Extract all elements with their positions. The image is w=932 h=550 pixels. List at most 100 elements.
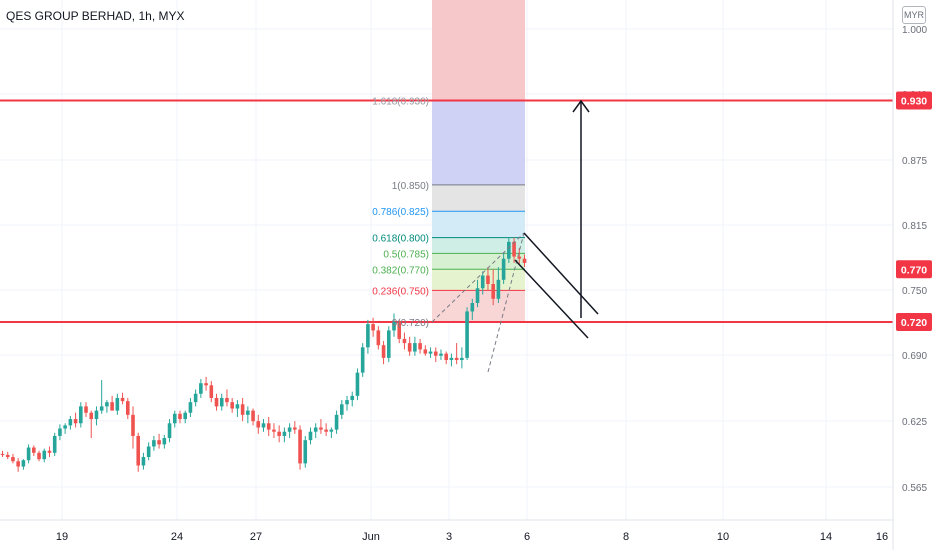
candle-body — [407, 343, 412, 352]
candle-body — [141, 457, 146, 466]
candle — [381, 340, 386, 365]
candle — [350, 391, 355, 407]
channel-line-lower[interactable] — [514, 259, 589, 339]
candle-body — [230, 402, 234, 409]
candle-body — [282, 431, 287, 436]
candle — [303, 435, 308, 468]
candle — [486, 267, 490, 291]
fib-band — [432, 237, 525, 254]
target-arrow-head[interactable] — [572, 99, 590, 113]
y-tick-label: 0.690 — [902, 351, 927, 362]
fib-level-label: 1(0.850) — [392, 181, 429, 192]
fib-trend-dashed-line[interactable] — [431, 232, 525, 323]
candle — [84, 402, 88, 417]
currency-badge[interactable]: MYR — [902, 6, 926, 24]
candle-body — [105, 402, 109, 407]
candle — [172, 410, 177, 428]
candle — [68, 415, 73, 430]
candle-body — [517, 256, 522, 259]
price-badge: 0.930 — [896, 91, 932, 110]
candle — [340, 400, 344, 420]
candle — [79, 402, 83, 428]
candle-body — [501, 258, 506, 280]
candle-body — [465, 311, 469, 358]
y-tick-label: 0.565 — [902, 483, 927, 494]
fib-band — [432, 100, 525, 185]
x-tick-label: 14 — [820, 531, 832, 543]
candle — [428, 347, 433, 358]
candle-body — [125, 401, 130, 415]
x-tick-label: 16 — [876, 531, 888, 543]
candle-body — [219, 397, 224, 407]
candle — [146, 442, 151, 461]
candle-body — [47, 450, 52, 453]
candle — [308, 427, 313, 445]
candle — [517, 248, 522, 266]
candle — [256, 414, 261, 434]
price-badge-bg — [896, 91, 932, 110]
candle — [272, 423, 276, 439]
candle — [5, 451, 10, 460]
candle-body — [324, 429, 328, 432]
y-tick-label: 0.815 — [902, 221, 927, 232]
candle-body — [240, 404, 245, 415]
candle — [329, 427, 334, 439]
x-tick-label: 6 — [524, 531, 530, 543]
candle-body — [115, 397, 120, 411]
candle-body — [334, 414, 339, 430]
candle-body — [444, 353, 448, 360]
candle — [11, 453, 15, 464]
fib-band — [432, 0, 525, 101]
candle-body — [340, 404, 344, 415]
candle-body — [214, 397, 219, 407]
fib-band — [432, 253, 525, 270]
candle — [501, 252, 506, 285]
candle — [376, 326, 381, 350]
candle — [26, 444, 31, 464]
candle-body — [172, 413, 177, 424]
candle-body — [32, 447, 36, 453]
candle — [449, 353, 454, 367]
candle — [110, 395, 114, 411]
candle-body — [84, 406, 88, 413]
candle-body — [386, 330, 391, 358]
x-tick-label: 27 — [250, 531, 262, 543]
candle — [366, 319, 370, 354]
candle-body — [89, 412, 94, 420]
candle-body — [5, 454, 10, 458]
candle — [115, 393, 120, 415]
candle-body — [209, 385, 214, 398]
fib-trend-dashed-line[interactable] — [487, 232, 525, 373]
candle-body — [178, 413, 182, 420]
channel-line-upper[interactable] — [523, 232, 599, 315]
candle-body — [204, 383, 208, 386]
candle-body — [308, 431, 313, 441]
candle-body — [402, 338, 407, 344]
candle-body — [162, 438, 167, 445]
candle — [120, 392, 125, 405]
candle-body — [256, 421, 261, 428]
candle — [444, 351, 448, 365]
fib-band — [432, 269, 525, 291]
candle-body — [512, 241, 516, 257]
candle-body — [183, 412, 187, 420]
horizontal-lines[interactable] — [0, 99, 893, 323]
y-tick-label: 0.625 — [902, 417, 927, 428]
candle-body — [235, 404, 240, 409]
candle-body — [418, 343, 422, 350]
candle — [512, 237, 516, 263]
candle-body — [496, 279, 501, 299]
price-badge: 0.720 — [896, 313, 932, 331]
candle — [105, 400, 109, 413]
candle-body — [475, 288, 480, 304]
fib-level-label: 0.236(0.750) — [372, 286, 429, 297]
candle — [470, 298, 475, 320]
candle-body — [21, 460, 26, 467]
candle-body — [120, 397, 125, 402]
fib-level-label: 0.618(0.800) — [372, 234, 429, 245]
candle-body — [360, 347, 365, 373]
price-badge-label: 0.720 — [901, 317, 927, 329]
candle — [454, 343, 459, 365]
drawings[interactable] — [431, 99, 599, 373]
